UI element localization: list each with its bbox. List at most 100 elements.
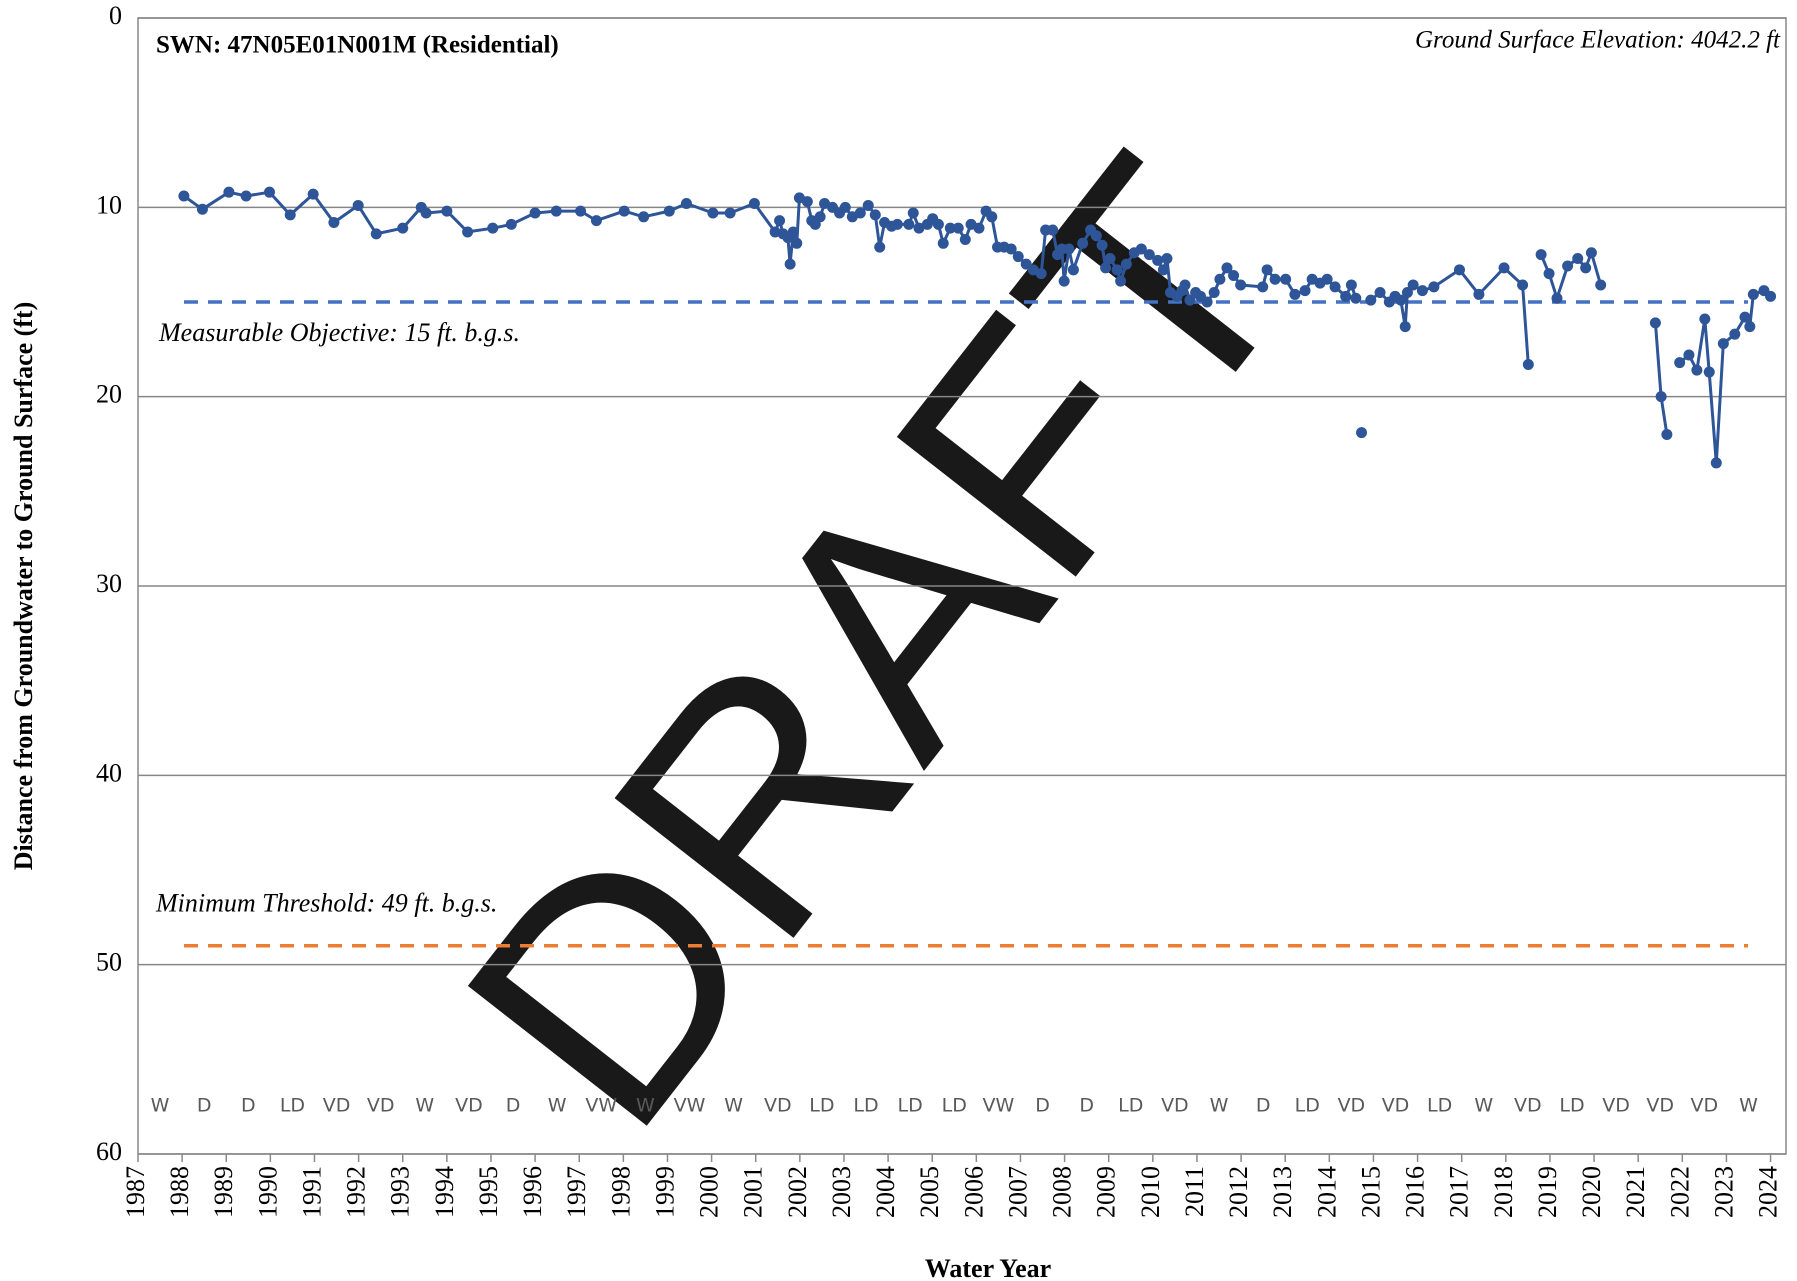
data-point	[1005, 243, 1017, 255]
data-point	[178, 190, 190, 202]
x-tick-label: 2021	[1621, 1166, 1650, 1218]
data-point	[1280, 273, 1292, 285]
data-point	[814, 211, 826, 223]
x-tick-label: 1991	[297, 1166, 326, 1218]
data-point	[529, 207, 541, 219]
data-point	[328, 216, 340, 228]
data-point	[1399, 321, 1411, 333]
data-point	[1691, 364, 1703, 376]
water-year-type: D	[506, 1095, 521, 1117]
x-tick-label: 2015	[1356, 1166, 1385, 1218]
x-tick-label: 2014	[1312, 1166, 1341, 1218]
data-point	[801, 196, 813, 208]
data-point	[196, 203, 208, 215]
data-point	[487, 222, 499, 234]
data-point	[1562, 260, 1574, 272]
data-point	[959, 234, 971, 246]
data-point	[1498, 262, 1510, 274]
data-point	[1235, 279, 1247, 291]
data-point	[1522, 358, 1534, 370]
water-year-type: VD	[455, 1095, 483, 1117]
data-point	[1683, 349, 1695, 361]
water-year-type: VD	[1691, 1095, 1719, 1117]
data-point	[462, 226, 474, 238]
y-tick-label: 30	[96, 569, 122, 598]
water-year-type: W	[415, 1095, 434, 1117]
data-point	[1395, 294, 1407, 306]
data-point	[1157, 264, 1169, 276]
data-point	[1595, 279, 1607, 291]
data-point	[1221, 262, 1233, 274]
data-point	[1067, 264, 1079, 276]
data-point	[1111, 264, 1123, 276]
x-tick-label: 2002	[783, 1166, 812, 1218]
water-year-type: VD	[1338, 1095, 1366, 1117]
water-year-type: LD	[1559, 1095, 1584, 1117]
water-year-type: VD	[1646, 1095, 1674, 1117]
data-point	[1572, 252, 1584, 264]
data-point	[952, 222, 964, 234]
x-tick-label: 1999	[650, 1166, 679, 1218]
data-point	[986, 211, 998, 223]
data-point	[1161, 252, 1173, 264]
data-point	[784, 258, 796, 270]
x-tick-label: 2000	[695, 1166, 724, 1218]
data-point	[1401, 287, 1413, 299]
data-point	[1674, 357, 1686, 369]
data-point	[707, 207, 719, 219]
subtitle: Ground Surface Elevation: 4042.2 ft	[1415, 27, 1781, 54]
y-tick-label: 60	[96, 1137, 122, 1166]
data-point	[1179, 279, 1191, 291]
data-point	[862, 199, 874, 211]
water-year-type: VW	[674, 1095, 706, 1117]
x-tick-label: 2011	[1180, 1166, 1209, 1217]
x-tick-label: 1997	[562, 1166, 591, 1218]
data-point	[352, 199, 364, 211]
water-year-type: D	[1256, 1095, 1271, 1117]
x-tick-label: 2005	[915, 1166, 944, 1218]
y-tick-label: 0	[109, 1, 122, 30]
data-point	[1699, 313, 1711, 325]
water-year-type: D	[197, 1095, 212, 1117]
x-tick-label: 2018	[1489, 1166, 1518, 1218]
data-point	[550, 205, 562, 217]
data-point	[1058, 275, 1070, 287]
x-tick-label: 2007	[1003, 1166, 1032, 1218]
data-point	[284, 209, 296, 221]
x-tick-label: 1990	[253, 1166, 282, 1218]
data-point	[903, 218, 915, 230]
water-year-type: W	[548, 1095, 567, 1117]
water-year-type: D	[241, 1095, 256, 1117]
data-point	[1416, 285, 1428, 297]
water-year-type: VD	[1161, 1095, 1189, 1117]
water-year-type: W	[636, 1095, 655, 1117]
data-point	[1115, 275, 1127, 287]
x-tick-label: 2006	[959, 1166, 988, 1218]
data-point	[1517, 279, 1529, 291]
data-point	[397, 222, 409, 234]
data-point	[1710, 457, 1722, 469]
data-point	[240, 190, 252, 202]
water-year-type: VW	[585, 1095, 617, 1117]
water-year-type: W	[724, 1095, 743, 1117]
y-tick-label: 10	[96, 190, 122, 219]
x-tick-label: 2017	[1445, 1166, 1474, 1218]
x-axis-title: Water Year	[925, 1254, 1051, 1281]
data-point	[1120, 258, 1132, 270]
data-point	[1739, 311, 1751, 323]
x-tick-label: 2022	[1665, 1166, 1694, 1218]
data-point	[1356, 427, 1368, 439]
data-point	[932, 218, 944, 230]
data-point	[1184, 294, 1196, 306]
data-point	[869, 209, 881, 221]
x-tick-label: 2016	[1401, 1166, 1430, 1218]
y-axis-title: Distance from Groundwater to Ground Surf…	[9, 302, 38, 871]
data-point	[1104, 252, 1116, 264]
x-tick-label: 2013	[1268, 1166, 1297, 1218]
water-year-type: VW	[983, 1095, 1015, 1117]
water-year-type: W	[1474, 1095, 1493, 1117]
data-point	[1152, 254, 1164, 266]
data-point	[1453, 264, 1465, 276]
water-year-type: VD	[1514, 1095, 1542, 1117]
